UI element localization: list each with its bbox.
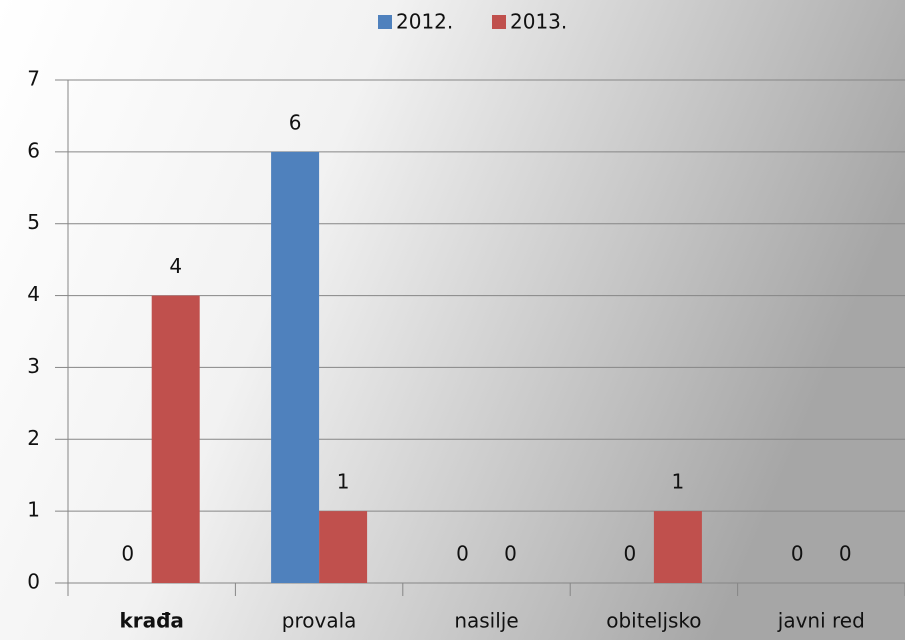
data-label: 1 <box>672 470 685 494</box>
data-label: 0 <box>456 542 469 566</box>
y-tick-label: 2 <box>27 426 40 450</box>
data-label: 0 <box>624 542 637 566</box>
y-tick-label: 0 <box>27 570 40 594</box>
y-tick-label: 7 <box>27 67 40 91</box>
bar <box>271 151 320 583</box>
x-tick-label: krađa <box>119 609 183 633</box>
y-tick-label: 4 <box>27 282 40 306</box>
x-tick-label: nasilje <box>454 609 518 633</box>
x-tick-label: provala <box>282 609 357 633</box>
data-label: 0 <box>504 542 517 566</box>
bar <box>319 511 368 583</box>
x-tick-label: javni red <box>777 609 865 633</box>
legend-swatch <box>378 15 392 29</box>
legend-label: 2012. <box>396 10 453 34</box>
y-tick-label: 6 <box>27 138 40 162</box>
data-label: 0 <box>791 542 804 566</box>
bar <box>151 295 200 583</box>
y-tick-label: 3 <box>27 354 40 378</box>
data-label: 6 <box>289 110 302 134</box>
legend-label: 2013. <box>510 10 567 34</box>
data-label: 1 <box>337 470 350 494</box>
data-label: 4 <box>169 254 182 278</box>
legend-swatch <box>492 15 506 29</box>
bar <box>653 511 702 583</box>
x-tick-label: obiteljsko <box>606 609 701 633</box>
data-label: 0 <box>839 542 852 566</box>
y-tick-label: 1 <box>27 498 40 522</box>
y-tick-label: 5 <box>27 210 40 234</box>
data-label: 0 <box>121 542 134 566</box>
